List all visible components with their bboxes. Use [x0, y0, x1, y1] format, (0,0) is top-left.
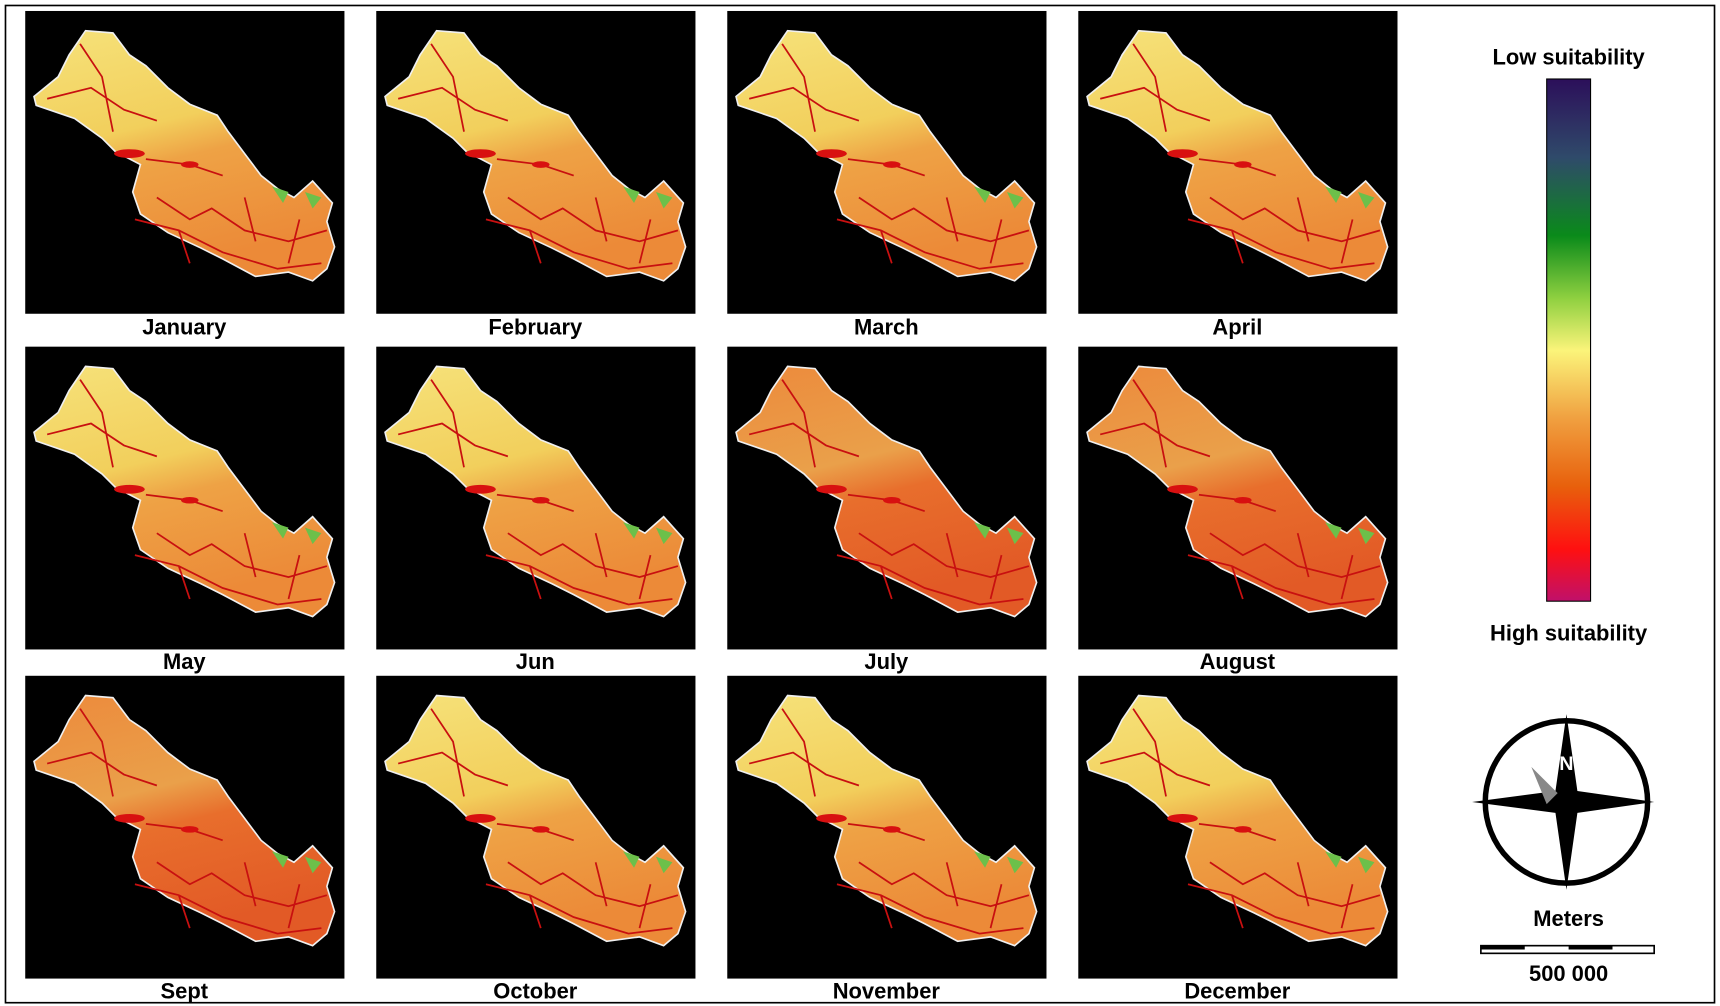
map-label: January — [142, 315, 227, 340]
map-label: February — [488, 315, 583, 340]
page: {"maps": [ {"label": "January"}, {"label… — [0, 0, 1720, 1006]
north-label: N — [1559, 753, 1573, 775]
north-arrow: N — [1472, 714, 1654, 890]
map-panel: December — [1078, 676, 1397, 1004]
map-label: April — [1212, 315, 1262, 340]
map-panel: October — [376, 676, 695, 1004]
scale-label: 500 000 — [1529, 961, 1608, 986]
scale-unit: Meters — [1533, 906, 1604, 931]
map-panel: Jun — [376, 347, 695, 675]
panels: January February March April May Jun July Augus… — [25, 11, 1397, 1003]
map-panel: July — [727, 347, 1046, 675]
map-label: Jun — [516, 649, 555, 674]
scale-bar: Meters 500 000 — [1481, 906, 1654, 986]
map-panel: March — [727, 11, 1046, 340]
map-panel: August — [1078, 347, 1397, 675]
legend-low: Low suitability — [1493, 45, 1646, 70]
map-label: Sept — [161, 978, 209, 1003]
map-panel: November — [727, 676, 1046, 1004]
map-panel: February — [376, 11, 695, 340]
map-panel: May — [25, 347, 344, 675]
map-label: May — [163, 649, 206, 674]
map-label: July — [864, 649, 909, 674]
legend-high: High suitability — [1490, 621, 1648, 646]
map-label: December — [1184, 978, 1290, 1003]
figure: January February March April May Jun July Augus… — [0, 0, 1720, 1006]
map-label: August — [1200, 649, 1276, 674]
map-panel: January — [25, 11, 344, 340]
map-label: March — [854, 315, 919, 340]
legend-ramp — [1547, 79, 1591, 601]
map-panel: April — [1078, 11, 1397, 340]
map-label: October — [493, 978, 578, 1003]
map-label: November — [833, 978, 941, 1003]
legend: Low suitability High suitability — [1490, 45, 1648, 646]
map-panel: Sept — [25, 676, 344, 1004]
